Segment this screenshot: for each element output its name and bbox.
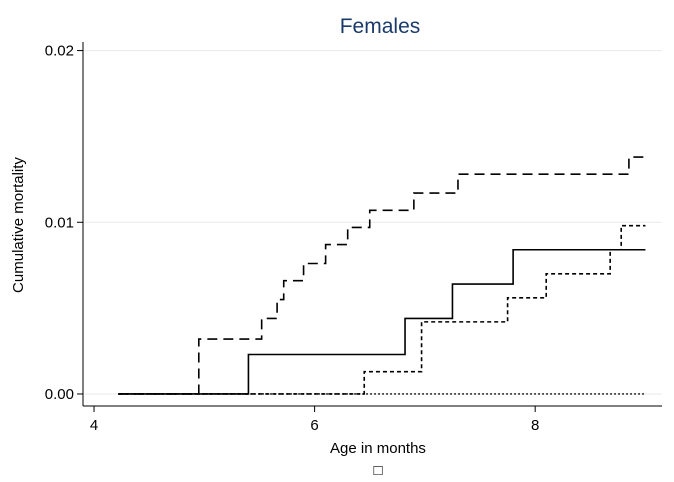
- ticks: 0.00 0.01 0.02 4 6 8: [45, 43, 540, 434]
- x-tick-label-1: 6: [310, 417, 318, 434]
- chart-title: Females: [340, 15, 421, 38]
- axes: [82, 42, 662, 407]
- legend-symbol: □: [373, 462, 382, 479]
- x-tick-label-2: 8: [531, 417, 539, 434]
- y-axis-label: Cumulative mortality: [10, 157, 27, 293]
- x-tick-label-0: 4: [90, 417, 98, 434]
- series-group: [118, 156, 646, 395]
- x-axis-label: Age in months: [330, 440, 426, 457]
- gridlines: [83, 50, 662, 395]
- series-line-2-short-dashed: [118, 224, 646, 395]
- y-tick-label-0: 0.00: [45, 386, 74, 403]
- y-tick-label-1: 0.01: [45, 214, 74, 231]
- series-line-1-solid: [118, 248, 646, 395]
- series-line-0-dashed: [118, 156, 646, 395]
- y-tick-label-2: 0.02: [45, 43, 74, 60]
